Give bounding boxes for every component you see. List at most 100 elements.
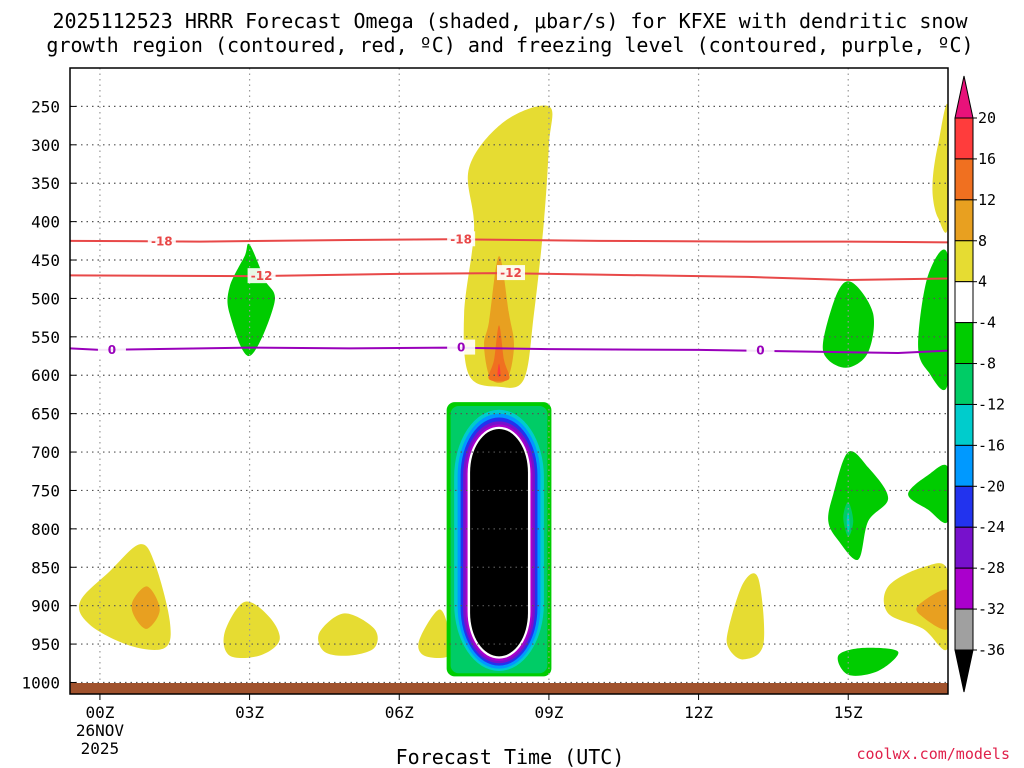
colorbar-swatch-11 [954,567,974,610]
contour-label-bg--12-1 [497,265,526,281]
plot-frame [69,67,949,695]
colorbar-label--4: -4 [978,314,996,332]
omega-region-orange-5 [131,586,160,629]
colorbar-swatch-4 [954,281,974,324]
title-line-1: 2025112523 HRRR Forecast Omega (shaded, … [52,9,968,33]
contour-label-0-1: 0 [457,341,465,355]
contour-line-0 [70,346,948,354]
colorbar-label--12: -12 [978,395,1005,413]
x-tick-label-06Z: 06Z [385,703,414,722]
omega-region-green-17 [908,464,948,523]
colorbar-label--16: -16 [978,436,1005,454]
title-line-2: growth region (contoured, red, ºC) and f… [46,33,973,57]
omega-region-green-14 [822,281,875,368]
contour-label-bg-0-2 [746,342,775,358]
colorbar-label-12: 12 [978,191,996,209]
terrain-bar [70,683,948,694]
omega-region-red-3 [497,363,501,377]
colorbar-swatch-8 [954,444,974,487]
title: 2025112523 HRRR Forecast Omega (shaded, … [46,9,973,57]
x-date-label-day: 26NOV [76,721,125,740]
omega-region-yellow-10 [883,563,948,651]
omega-region-green-18 [837,647,899,676]
omega-region-yellow-4 [78,544,171,651]
contour-label--12-0: -12 [251,269,273,283]
y-tick-label-500: 500 [31,289,60,308]
omega-shading [78,103,948,677]
y-tick-label-250: 250 [31,97,60,116]
contour-label-bg-0-0 [97,341,126,357]
colorbar-bottom-triangle [954,649,974,693]
grid-lines [70,68,948,694]
contour-label-bg--12-0 [247,268,276,284]
colorbar-swatch-5 [954,322,974,365]
omega-region-green-13 [227,243,275,357]
colorbar-swatch-6 [954,363,974,405]
contour-label--18-0: -18 [151,234,173,248]
colorbar-label--8: -8 [978,355,996,373]
colorbar-label-20: 20 [978,109,996,127]
omega-region-yellow-7 [318,613,378,656]
colorbar-top-triangle [954,75,974,119]
terrain-fill [70,683,948,694]
contour-label--18-1: -18 [450,232,472,246]
y-tick-label-700: 700 [31,443,60,462]
x-date-label-year: 2025 [81,739,120,758]
colorbar-label--24: -24 [978,518,1005,536]
temperature-contours: -18 -18 -12 -12 0 0 0 [70,231,948,358]
omega-region-green-15 [918,249,948,391]
colorbar-label-4: 4 [978,273,987,291]
contour-label-0-2: 0 [756,344,764,358]
y-tick-label-600: 600 [31,366,60,385]
x-tick-label-15Z: 15Z [834,703,863,722]
y-tick-label-800: 800 [31,520,60,539]
colorbar-label-16: 16 [978,150,996,168]
omega-region-orange-11 [916,589,948,630]
y-tick-label-400: 400 [31,213,60,232]
omega-region-yellow-12 [932,103,948,233]
y-tick-label-950: 950 [31,635,60,654]
x-axis-label: Forecast Time (UTC) [396,745,625,768]
y-tick-label-850: 850 [31,558,60,577]
omega-region-green-16 [828,451,889,561]
y-tick-label-900: 900 [31,597,60,616]
omega-region-dark-orange-2 [488,325,510,382]
y-tick-label-550: 550 [31,328,60,347]
omega-region-dark-teal-20 [846,511,850,533]
colorbar-label--20: -20 [978,477,1005,495]
omega-region-yellow-0 [463,105,553,388]
contour-line--18 [70,238,948,244]
contour-label-0-0: 0 [108,343,116,357]
colorbar-swatch-3 [954,240,974,283]
contour-label-bg--18-1 [447,231,476,247]
y-tick-label-1000: 1000 [21,673,60,692]
colorbar: 20 16 12 8 4 -4 -8 -12 -16 -20 -24 -28 -32 -36 [954,75,1005,693]
omega-region-yellow-9 [726,573,765,660]
omega-region-orange-1 [484,256,514,383]
colorbar-swatch-0 [954,117,974,160]
y-tick-label-650: 650 [31,405,60,424]
x-tick-label-12Z: 12Z [684,703,713,722]
x-tick-label-03Z: 03Z [235,703,264,722]
contour-label--12-1: -12 [500,266,522,280]
colorbar-swatch-12 [954,608,974,651]
omega-region-yellow-8 [418,609,452,659]
y-tick-label-750: 750 [31,481,60,500]
colorbar-label--32: -32 [978,600,1005,618]
y-tick-label-300: 300 [31,136,60,155]
colorbar-swatch-9 [954,485,974,528]
colorbar-label--28: -28 [978,559,1005,577]
omega-region-yellow-6 [223,601,280,659]
x-tick-label-09Z: 09Z [534,703,563,722]
colorbar-label-8: 8 [978,232,987,250]
omega-core-black [470,429,528,657]
contour-label-bg--18-0 [147,233,176,249]
credit-text: coolwx.com/models [856,745,1010,763]
contour-label-bg-0-1 [447,339,476,355]
colorbar-swatch-1 [954,158,974,201]
y-tick-label-450: 450 [31,251,60,270]
x-tick-label-00Z: 00Z [85,703,114,722]
y-axis: 250 300 350 400 450 500 550 600 650 700 750 800 850 9… [21,97,76,692]
